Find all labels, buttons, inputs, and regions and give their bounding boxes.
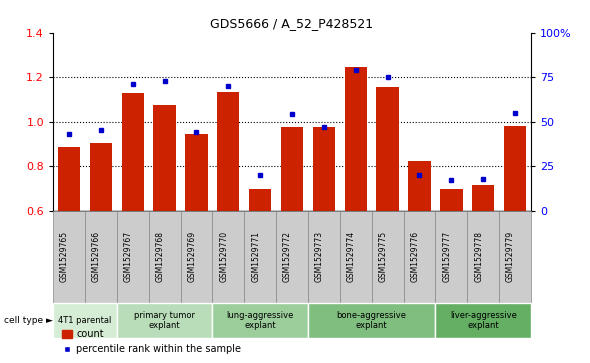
Text: GSM1529767: GSM1529767	[124, 231, 133, 282]
Bar	[122, 93, 144, 211]
Bar	[217, 91, 240, 211]
Bar	[281, 127, 303, 211]
Bar	[249, 189, 271, 211]
Text: GSM1529769: GSM1529769	[188, 231, 196, 282]
Bar	[499, 211, 531, 303]
Text: GSM1529765: GSM1529765	[60, 231, 69, 282]
Text: GSM1529778: GSM1529778	[474, 231, 483, 282]
Bar	[467, 211, 499, 303]
Text: 4T1 parental: 4T1 parental	[58, 316, 112, 325]
Text: bone-aggressive
explant: bone-aggressive explant	[337, 311, 407, 330]
Bar	[276, 211, 308, 303]
Bar	[308, 211, 340, 303]
Text: cell type ►: cell type ►	[4, 316, 53, 325]
Text: liver-aggressive
explant: liver-aggressive explant	[450, 311, 517, 330]
Text: GSM1529770: GSM1529770	[219, 231, 228, 282]
Text: GSM1529775: GSM1529775	[379, 231, 388, 282]
Bar	[53, 303, 117, 338]
Bar	[53, 211, 85, 303]
Bar	[212, 211, 244, 303]
Bar	[435, 303, 531, 338]
Bar	[345, 67, 367, 211]
Bar	[340, 211, 372, 303]
Text: GSM1529777: GSM1529777	[442, 231, 451, 282]
Text: primary tumor
explant: primary tumor explant	[134, 311, 195, 330]
Text: GSM1529779: GSM1529779	[506, 231, 515, 282]
Bar	[153, 105, 176, 211]
Text: GSM1529774: GSM1529774	[347, 231, 356, 282]
Bar	[504, 126, 526, 211]
Legend: count, percentile rank within the sample: count, percentile rank within the sample	[58, 326, 245, 358]
Bar	[372, 211, 404, 303]
Bar	[435, 211, 467, 303]
Text: GSM1529766: GSM1529766	[92, 231, 101, 282]
Bar	[212, 303, 308, 338]
Bar	[117, 211, 149, 303]
Bar	[404, 211, 435, 303]
Text: GSM1529776: GSM1529776	[411, 231, 419, 282]
Text: GSM1529773: GSM1529773	[315, 231, 324, 282]
Bar	[117, 303, 212, 338]
Bar	[313, 127, 335, 211]
Bar	[472, 185, 494, 211]
Bar	[181, 211, 212, 303]
Bar	[440, 189, 463, 211]
Bar	[149, 211, 181, 303]
Bar	[85, 211, 117, 303]
Bar	[244, 211, 276, 303]
Bar	[308, 303, 435, 338]
Bar	[376, 87, 399, 211]
Text: lung-aggressive
explant: lung-aggressive explant	[227, 311, 294, 330]
Title: GDS5666 / A_52_P428521: GDS5666 / A_52_P428521	[211, 17, 373, 30]
Bar	[58, 147, 80, 211]
Text: GSM1529772: GSM1529772	[283, 231, 292, 282]
Bar	[185, 134, 208, 211]
Bar	[408, 160, 431, 211]
Text: GSM1529771: GSM1529771	[251, 231, 260, 282]
Bar	[90, 143, 112, 211]
Text: GSM1529768: GSM1529768	[156, 231, 165, 282]
